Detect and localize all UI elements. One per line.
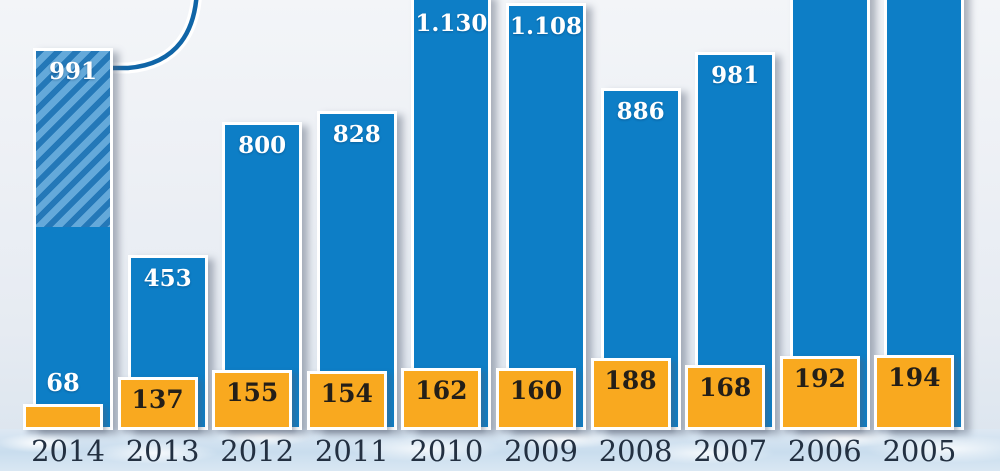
subset-value-label-2007: 168 [699, 373, 752, 403]
year-label-2009: 2009 [504, 434, 578, 468]
subset-value-label-2014: 68 [46, 367, 80, 397]
year-label-2007: 2007 [693, 434, 768, 468]
total-bar-2009: 1.108 [506, 2, 586, 430]
year-label-2010: 2010 [409, 434, 484, 468]
total-value-label-2007: 981 [711, 61, 760, 89]
subset-bar-2014 [23, 403, 103, 430]
subset-bar-2013: 137 [117, 377, 198, 430]
total-value-label-2011: 828 [332, 120, 381, 148]
clouds-band [0, 429, 1000, 471]
subset-value-label-2011: 154 [320, 378, 373, 408]
callout-curve-line [108, 0, 199, 71]
subset-value-label-2005: 194 [888, 363, 941, 393]
year-label-2012: 2012 [220, 434, 295, 468]
subset-bar-2009: 160 [496, 368, 576, 430]
subset-bar-2006: 192 [779, 355, 860, 430]
year-label-2011: 2011 [314, 434, 389, 468]
subset-value-label-2010: 162 [415, 375, 468, 405]
year-label-2013: 2013 [125, 434, 200, 468]
subset-value-label-2009: 160 [509, 376, 563, 406]
subset-value-label-2013: 137 [131, 385, 184, 415]
subset-bar-2007: 168 [685, 365, 766, 430]
subset-bar-2005: 194 [874, 355, 955, 430]
year-label-2008: 2008 [598, 434, 673, 468]
projection-hatch [36, 50, 110, 227]
total-value-label-2013: 453 [143, 265, 192, 293]
subset-value-label-2012: 155 [226, 378, 279, 408]
total-value-label-2012: 800 [238, 131, 287, 159]
year-label-2005: 2005 [882, 434, 957, 468]
total-bar-2014: 991 [33, 47, 113, 430]
total-value-label-2010: 1.130 [415, 10, 488, 37]
year-label-2014: 2014 [31, 434, 105, 468]
callout-curve-casing [102, 0, 202, 74]
subset-bar-2011: 154 [306, 370, 387, 430]
callout-curve [102, 0, 202, 74]
subset-bar-2008: 188 [590, 357, 671, 430]
subset-value-label-2008: 188 [604, 365, 657, 395]
total-value-label-2008: 886 [616, 98, 665, 126]
total-value-label-2014: 991 [48, 57, 97, 85]
total-value-label-2009: 1.108 [509, 12, 583, 40]
total-bar-2010: 1.130 [411, 0, 492, 430]
subset-value-label-2006: 192 [793, 363, 846, 393]
subset-bar-2010: 162 [401, 367, 482, 430]
subset-bar-2012: 155 [212, 370, 293, 430]
year-label-2006: 2006 [787, 434, 862, 468]
